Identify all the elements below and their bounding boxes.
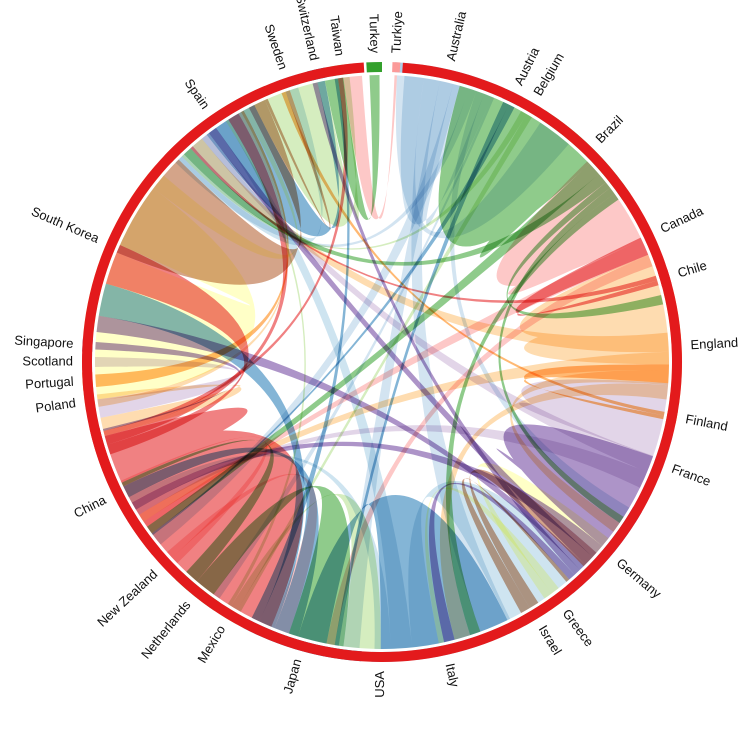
ribbon-brazil-usa	[438, 85, 590, 258]
ribbon-chile-usa	[515, 237, 659, 316]
label-switzerland: Switzerland	[293, 0, 322, 62]
label-mexico: Mexico	[194, 622, 228, 665]
label-chile: Chile	[676, 258, 709, 281]
label-sweden: Sweden	[261, 22, 290, 71]
ribbon-australia-japan	[338, 80, 454, 649]
label-singapore: Singapore	[14, 333, 74, 351]
arc-turkiye	[392, 62, 401, 73]
ribbon-scotland-usa	[95, 356, 240, 418]
ribbon-sweden-usa	[178, 87, 323, 246]
ribbon-turkey-usa	[324, 75, 380, 220]
label-brazil: Brazil	[592, 112, 626, 146]
label-finland: Finland	[684, 411, 729, 434]
ribbon-germany-usa	[496, 424, 654, 547]
label-england: England	[690, 335, 738, 352]
label-turkiye: Turkiye	[388, 11, 405, 54]
arc-layer	[81, 62, 683, 663]
ribbon-canada-usa	[496, 161, 642, 295]
ribbon-turkiye-usa	[343, 75, 398, 220]
label-japan: Japan	[280, 657, 304, 695]
ribbon-netherlands-usa	[196, 485, 351, 647]
ribbon-layer	[94, 75, 670, 649]
ribbon-france-usa	[519, 379, 669, 457]
ribbon-taiwan-usa	[254, 76, 359, 227]
label-portugal: Portugal	[25, 374, 74, 392]
ribbon-mexico-usa	[230, 493, 381, 649]
label-poland: Poland	[35, 395, 77, 415]
label-greece: Greece	[560, 606, 597, 649]
label-usa: USA	[372, 671, 387, 698]
label-italy: Italy	[443, 662, 463, 689]
label-new-zealand: New Zealand	[94, 566, 160, 629]
label-germany: Germany	[614, 555, 665, 601]
label-netherlands: Netherlands	[138, 597, 194, 661]
ribbon-singapore-china	[95, 341, 241, 431]
ribbon-switzerland-usa	[206, 80, 340, 237]
arc-turkey	[366, 62, 382, 73]
label-spain: Spain	[182, 76, 213, 112]
label-israel: Israel	[536, 622, 565, 657]
label-australia: Australia	[443, 9, 469, 62]
ribbon-japan-usa	[298, 495, 508, 649]
label-turkey: Turkey	[366, 14, 382, 54]
label-south-korea: South Korea	[29, 204, 102, 247]
label-china: China	[71, 492, 109, 521]
ribbon-italy-usa	[408, 481, 584, 648]
label-scotland: Scotland	[22, 353, 73, 368]
label-france: France	[670, 461, 713, 489]
ribbon-china-usa	[104, 407, 304, 627]
label-canada: Canada	[658, 203, 706, 236]
ribbon-spain-usa	[116, 100, 302, 285]
ribbon-finland-usa	[524, 364, 669, 420]
ribbon-australia-usa	[400, 75, 492, 226]
label-taiwan: Taiwan	[327, 15, 347, 57]
ribbon-japan-south-korea	[98, 283, 305, 629]
